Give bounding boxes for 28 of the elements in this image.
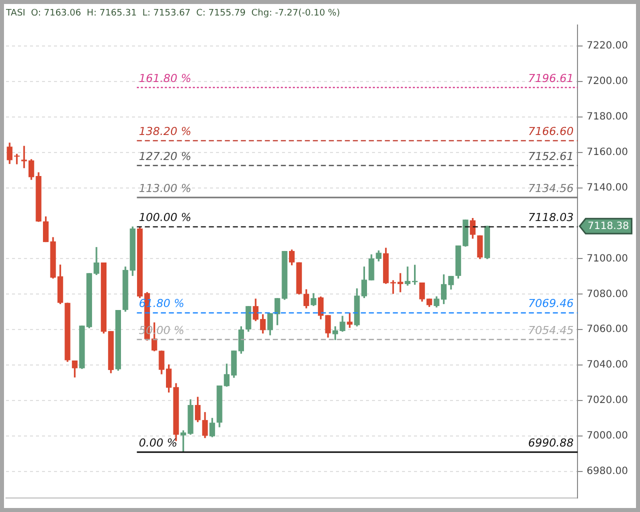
text: 7118.38: [588, 220, 630, 232]
y-tick-label: 7160.00: [586, 147, 628, 158]
y-tick-label: 7060.00: [586, 324, 628, 336]
y-tick-label: 7180.00: [586, 112, 628, 123]
ref-line-label: 7166.60: [528, 125, 574, 138]
y-tick-label: 7040.00: [586, 360, 628, 371]
annotation: 100.00 %: [138, 211, 192, 224]
y-tick-label: 7220.00: [586, 40, 628, 52]
annotation: 127.20 %: [138, 150, 192, 163]
ref-line-label: 7134.56: [528, 182, 574, 195]
y-tick-label: 6980.00: [586, 466, 628, 478]
y-tick-label: 7140.00: [586, 182, 628, 194]
y-tick-label: 7080.00: [586, 288, 628, 300]
y-tick-label: 7000.00: [586, 430, 628, 442]
y-tick-label: 7100.00: [586, 253, 628, 264]
annotation: 138.20 %: [138, 125, 192, 138]
ref-line-label: 6990.88: [528, 436, 574, 450]
annotation: 161.80 %: [138, 72, 192, 85]
ref-line-label: 7069.46: [528, 297, 574, 310]
ref-line-label: 7196.61: [528, 72, 574, 85]
ref-line-label: 7118.03: [528, 211, 574, 224]
ref-line-label: 7152.61: [528, 150, 574, 163]
annotation: 113.00 %: [138, 182, 192, 195]
annotation: 0.00 %: [138, 436, 178, 450]
ref-line-label: 7054.45: [528, 324, 574, 337]
y-tick-label: 7020.00: [586, 395, 628, 406]
chart-title: TASI O: 7163.06 H: 7165.31 L: 7153.67 C: 7155.79 Chg: -7.27(-0.10 %): [5, 8, 340, 19]
y-tick-label: 7200.00: [586, 76, 628, 88]
